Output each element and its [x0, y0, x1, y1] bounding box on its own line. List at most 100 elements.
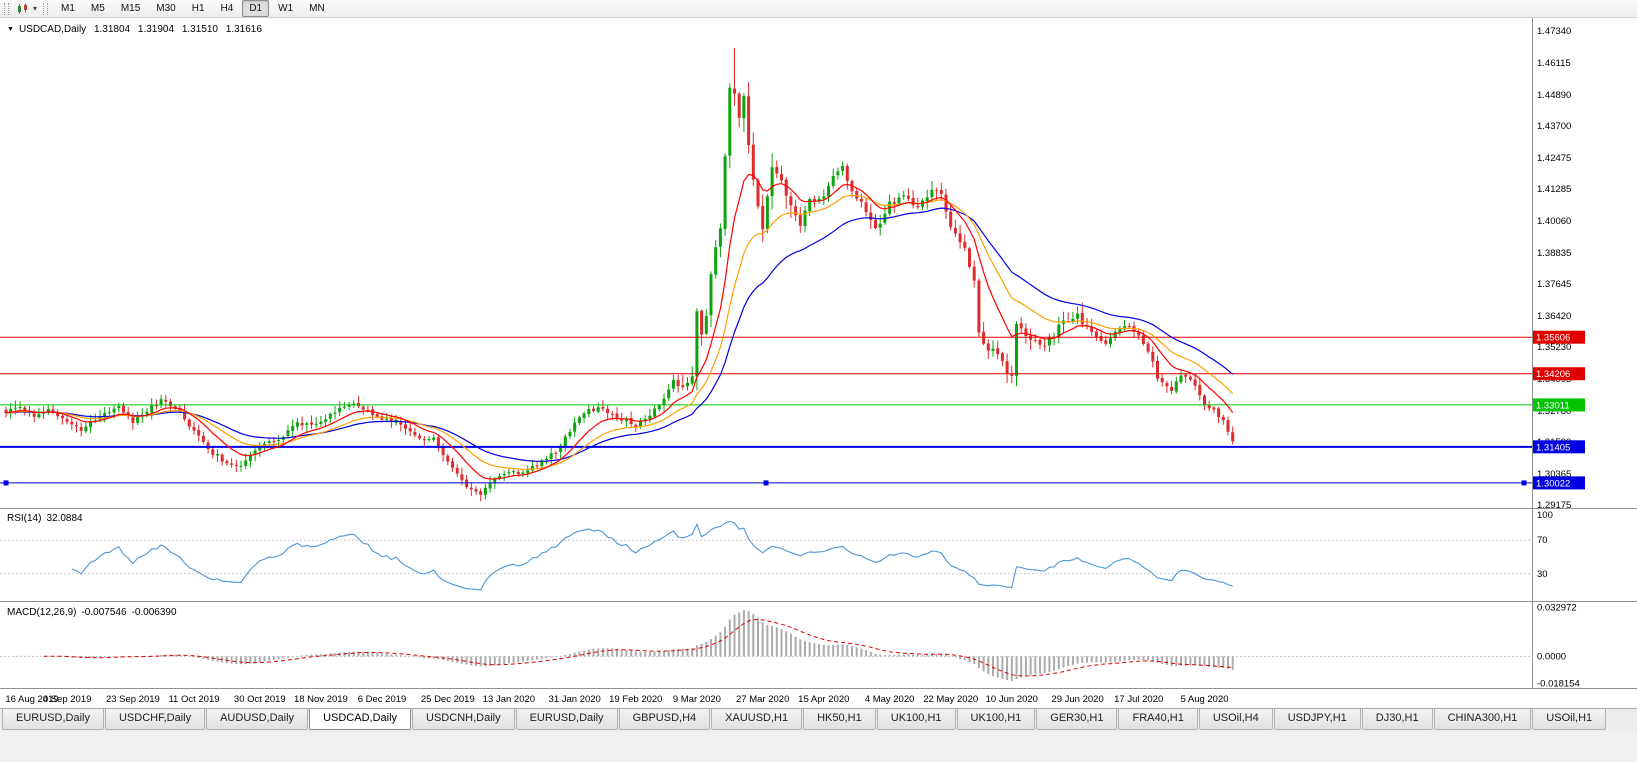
timeframe-button-m30[interactable]: M30 — [156, 3, 176, 14]
symbol-marker-icon: ▼ — [7, 26, 14, 33]
svg-text:1.37645: 1.37645 — [1537, 279, 1571, 290]
svg-text:1.46115: 1.46115 — [1537, 58, 1571, 69]
chart-tab-fra40-h1[interactable]: FRA40,H1 — [1118, 709, 1198, 730]
svg-text:16 Aug 2019: 16 Aug 2019 — [5, 694, 58, 705]
svg-text:1.30365: 1.30365 — [1537, 469, 1571, 480]
timeframe-button-d1[interactable]: D1 — [242, 0, 270, 17]
svg-text:27 Mar 2020: 27 Mar 2020 — [736, 694, 789, 705]
chart-tab-hk50-h1[interactable]: HK50,H1 — [803, 709, 876, 730]
timeframe-button-group: M1 M5 M15 M30 H1 H4 D1 W1 MN — [53, 0, 333, 17]
chart-tab-usdcad-daily[interactable]: USDCAD,Daily — [309, 709, 412, 730]
ohlc-low-value: 1.31510 — [181, 24, 218, 35]
svg-text:4 May 2020: 4 May 2020 — [865, 694, 915, 705]
timeframe-toolbar: ▾ M1 M5 M15 M30 H1 H4 D1 W1 MN — [0, 0, 1637, 18]
macd-histogram — [14, 610, 1234, 682]
macd-main-value: -0.007546 — [81, 607, 127, 618]
svg-text:6 Dec 2019: 6 Dec 2019 — [358, 694, 407, 705]
rsi-line — [71, 520, 1233, 591]
moving-averages — [5, 173, 1234, 480]
chart-tab-china300-h1[interactable]: CHINA300,H1 — [1433, 709, 1532, 730]
chart-tab-usdcnh-daily[interactable]: USDCNH,Daily — [412, 709, 515, 730]
svg-text:1.41285: 1.41285 — [1537, 184, 1571, 195]
macd-indicator-label: MACD(12,26,9) -0.007546 -0.006390 — [7, 607, 182, 618]
line-selection-handle — [763, 480, 769, 486]
svg-text:9 Mar 2020: 9 Mar 2020 — [673, 694, 721, 705]
svg-text:1.38835: 1.38835 — [1537, 248, 1571, 259]
chart-tab-ger30-h1[interactable]: GER30,H1 — [1036, 709, 1118, 730]
chart-tab-audusd-daily[interactable]: AUDUSD,Daily — [206, 709, 309, 730]
rsi-name: RSI(14) — [7, 513, 42, 524]
svg-text:5 Aug 2020: 5 Aug 2020 — [1180, 694, 1228, 705]
chart-tab-usdchf-daily[interactable]: USDCHF,Daily — [104, 709, 206, 730]
chart-periods-icon[interactable] — [16, 3, 30, 15]
chart-area: 1.47340 1.46115 1.44890 1.43700 1.42475 1.412… — [0, 18, 1637, 708]
chart-tab-usoil-h1[interactable]: USOil,H1 — [1532, 709, 1607, 730]
chart-tab-gbpusd-h4[interactable]: GBPUSD,H4 — [618, 709, 711, 730]
chart-tab-usoil-h4[interactable]: USOil,H4 — [1198, 709, 1273, 730]
svg-text:30: 30 — [1537, 569, 1548, 580]
svg-text:70: 70 — [1537, 535, 1548, 546]
ohlc-open-value: 1.31804 — [93, 24, 131, 35]
svg-text:29 Jun 2020: 29 Jun 2020 — [1051, 694, 1103, 705]
svg-text:18 Nov 2019: 18 Nov 2019 — [294, 694, 348, 705]
svg-text:17 Jul 2020: 17 Jul 2020 — [1114, 694, 1163, 705]
svg-text:4 Sep 2019: 4 Sep 2019 — [43, 694, 92, 705]
price-chart-canvas[interactable]: 1.47340 1.46115 1.44890 1.43700 1.42475 1.412… — [0, 18, 1637, 708]
candlestick-icon — [18, 3, 27, 14]
svg-text:1.33011: 1.33011 — [1536, 400, 1570, 411]
svg-text:11 Oct 2019: 11 Oct 2019 — [168, 694, 219, 705]
line-selection-handle — [3, 480, 9, 486]
timeframe-button-h1[interactable]: H1 — [191, 3, 205, 14]
svg-text:23 Sep 2019: 23 Sep 2019 — [106, 694, 160, 705]
indicator-level-lines — [0, 539, 1532, 657]
svg-text:1.44890: 1.44890 — [1537, 90, 1571, 101]
chart-tab-uk100-h1[interactable]: UK100,H1 — [876, 709, 956, 730]
chart-tab-usdjpy-h1[interactable]: USDJPY,H1 — [1273, 709, 1361, 730]
svg-text:0.032972: 0.032972 — [1537, 603, 1577, 614]
timeframe-button-m15[interactable]: M15 — [120, 3, 141, 14]
price-line-badges: 1.35606 1.34206 1.33011 1.31405 1.30022 — [1533, 330, 1585, 490]
svg-text:1.32780: 1.32780 — [1537, 406, 1571, 417]
svg-text:31 Jan 2020: 31 Jan 2020 — [549, 694, 601, 705]
chart-tab-xauusd-h1[interactable]: XAUUSD,H1 — [711, 709, 803, 730]
svg-text:1.40060: 1.40060 — [1537, 216, 1571, 227]
toolbar-separator — [43, 2, 49, 15]
svg-text:1.31405: 1.31405 — [1536, 442, 1570, 453]
chart-tab-bar: EURUSD,Daily USDCHF,Daily AUDUSD,Daily USDC… — [0, 708, 1637, 732]
svg-text:1.35606: 1.35606 — [1536, 333, 1570, 344]
svg-text:15 Apr 2020: 15 Apr 2020 — [798, 694, 849, 705]
chart-tab-eurusd-daily[interactable]: EURUSD,Daily — [515, 709, 618, 730]
svg-text:1.43700: 1.43700 — [1537, 121, 1571, 132]
chart-tab-uk100-h1[interactable]: UK100,H1 — [956, 709, 1036, 730]
chart-tab-eurusd-daily[interactable]: EURUSD,Daily — [2, 709, 104, 730]
toolbar-grip[interactable] — [4, 2, 9, 15]
svg-text:30 Oct 2019: 30 Oct 2019 — [234, 694, 286, 705]
timeframe-button-m1[interactable]: M1 — [61, 3, 75, 14]
svg-text:25 Dec 2019: 25 Dec 2019 — [421, 694, 475, 705]
timeframe-button-mn[interactable]: MN — [309, 3, 325, 14]
timeframe-button-h4[interactable]: H4 — [220, 3, 234, 14]
chevron-down-icon[interactable]: ▾ — [33, 4, 38, 13]
svg-text:19 Feb 2020: 19 Feb 2020 — [609, 694, 662, 705]
rsi-indicator-label: RSI(14) 32.0884 — [7, 513, 88, 524]
svg-text:1.42475: 1.42475 — [1537, 153, 1571, 164]
horizontal-lines[interactable] — [0, 336, 1532, 486]
timeframe-button-w1[interactable]: W1 — [278, 3, 294, 14]
svg-text:1.35230: 1.35230 — [1537, 342, 1571, 353]
macd-signal-value: -0.006390 — [131, 607, 177, 618]
candles — [4, 48, 1235, 502]
svg-text:13 Jan 2020: 13 Jan 2020 — [483, 694, 535, 705]
svg-text:-0.018154: -0.018154 — [1537, 678, 1580, 689]
svg-text:0.0000: 0.0000 — [1537, 651, 1566, 662]
timeframe-button-m5[interactable]: M5 — [90, 3, 105, 14]
rsi-current-value: 32.0884 — [46, 513, 83, 524]
svg-text:1.47340: 1.47340 — [1537, 26, 1571, 37]
macd-name: MACD(12,26,9) — [7, 607, 77, 618]
chart-ohlc-title: ▼ USDCAD,Daily 1.31804 1.31904 1.31510 1.… — [7, 24, 267, 35]
svg-text:1.34206: 1.34206 — [1536, 369, 1570, 380]
chart-tab-dj30-h1[interactable]: DJ30,H1 — [1361, 709, 1433, 730]
pane-separators — [0, 18, 1637, 689]
price-axis[interactable]: 1.47340 1.46115 1.44890 1.43700 1.42475 1.412… — [1537, 26, 1580, 689]
